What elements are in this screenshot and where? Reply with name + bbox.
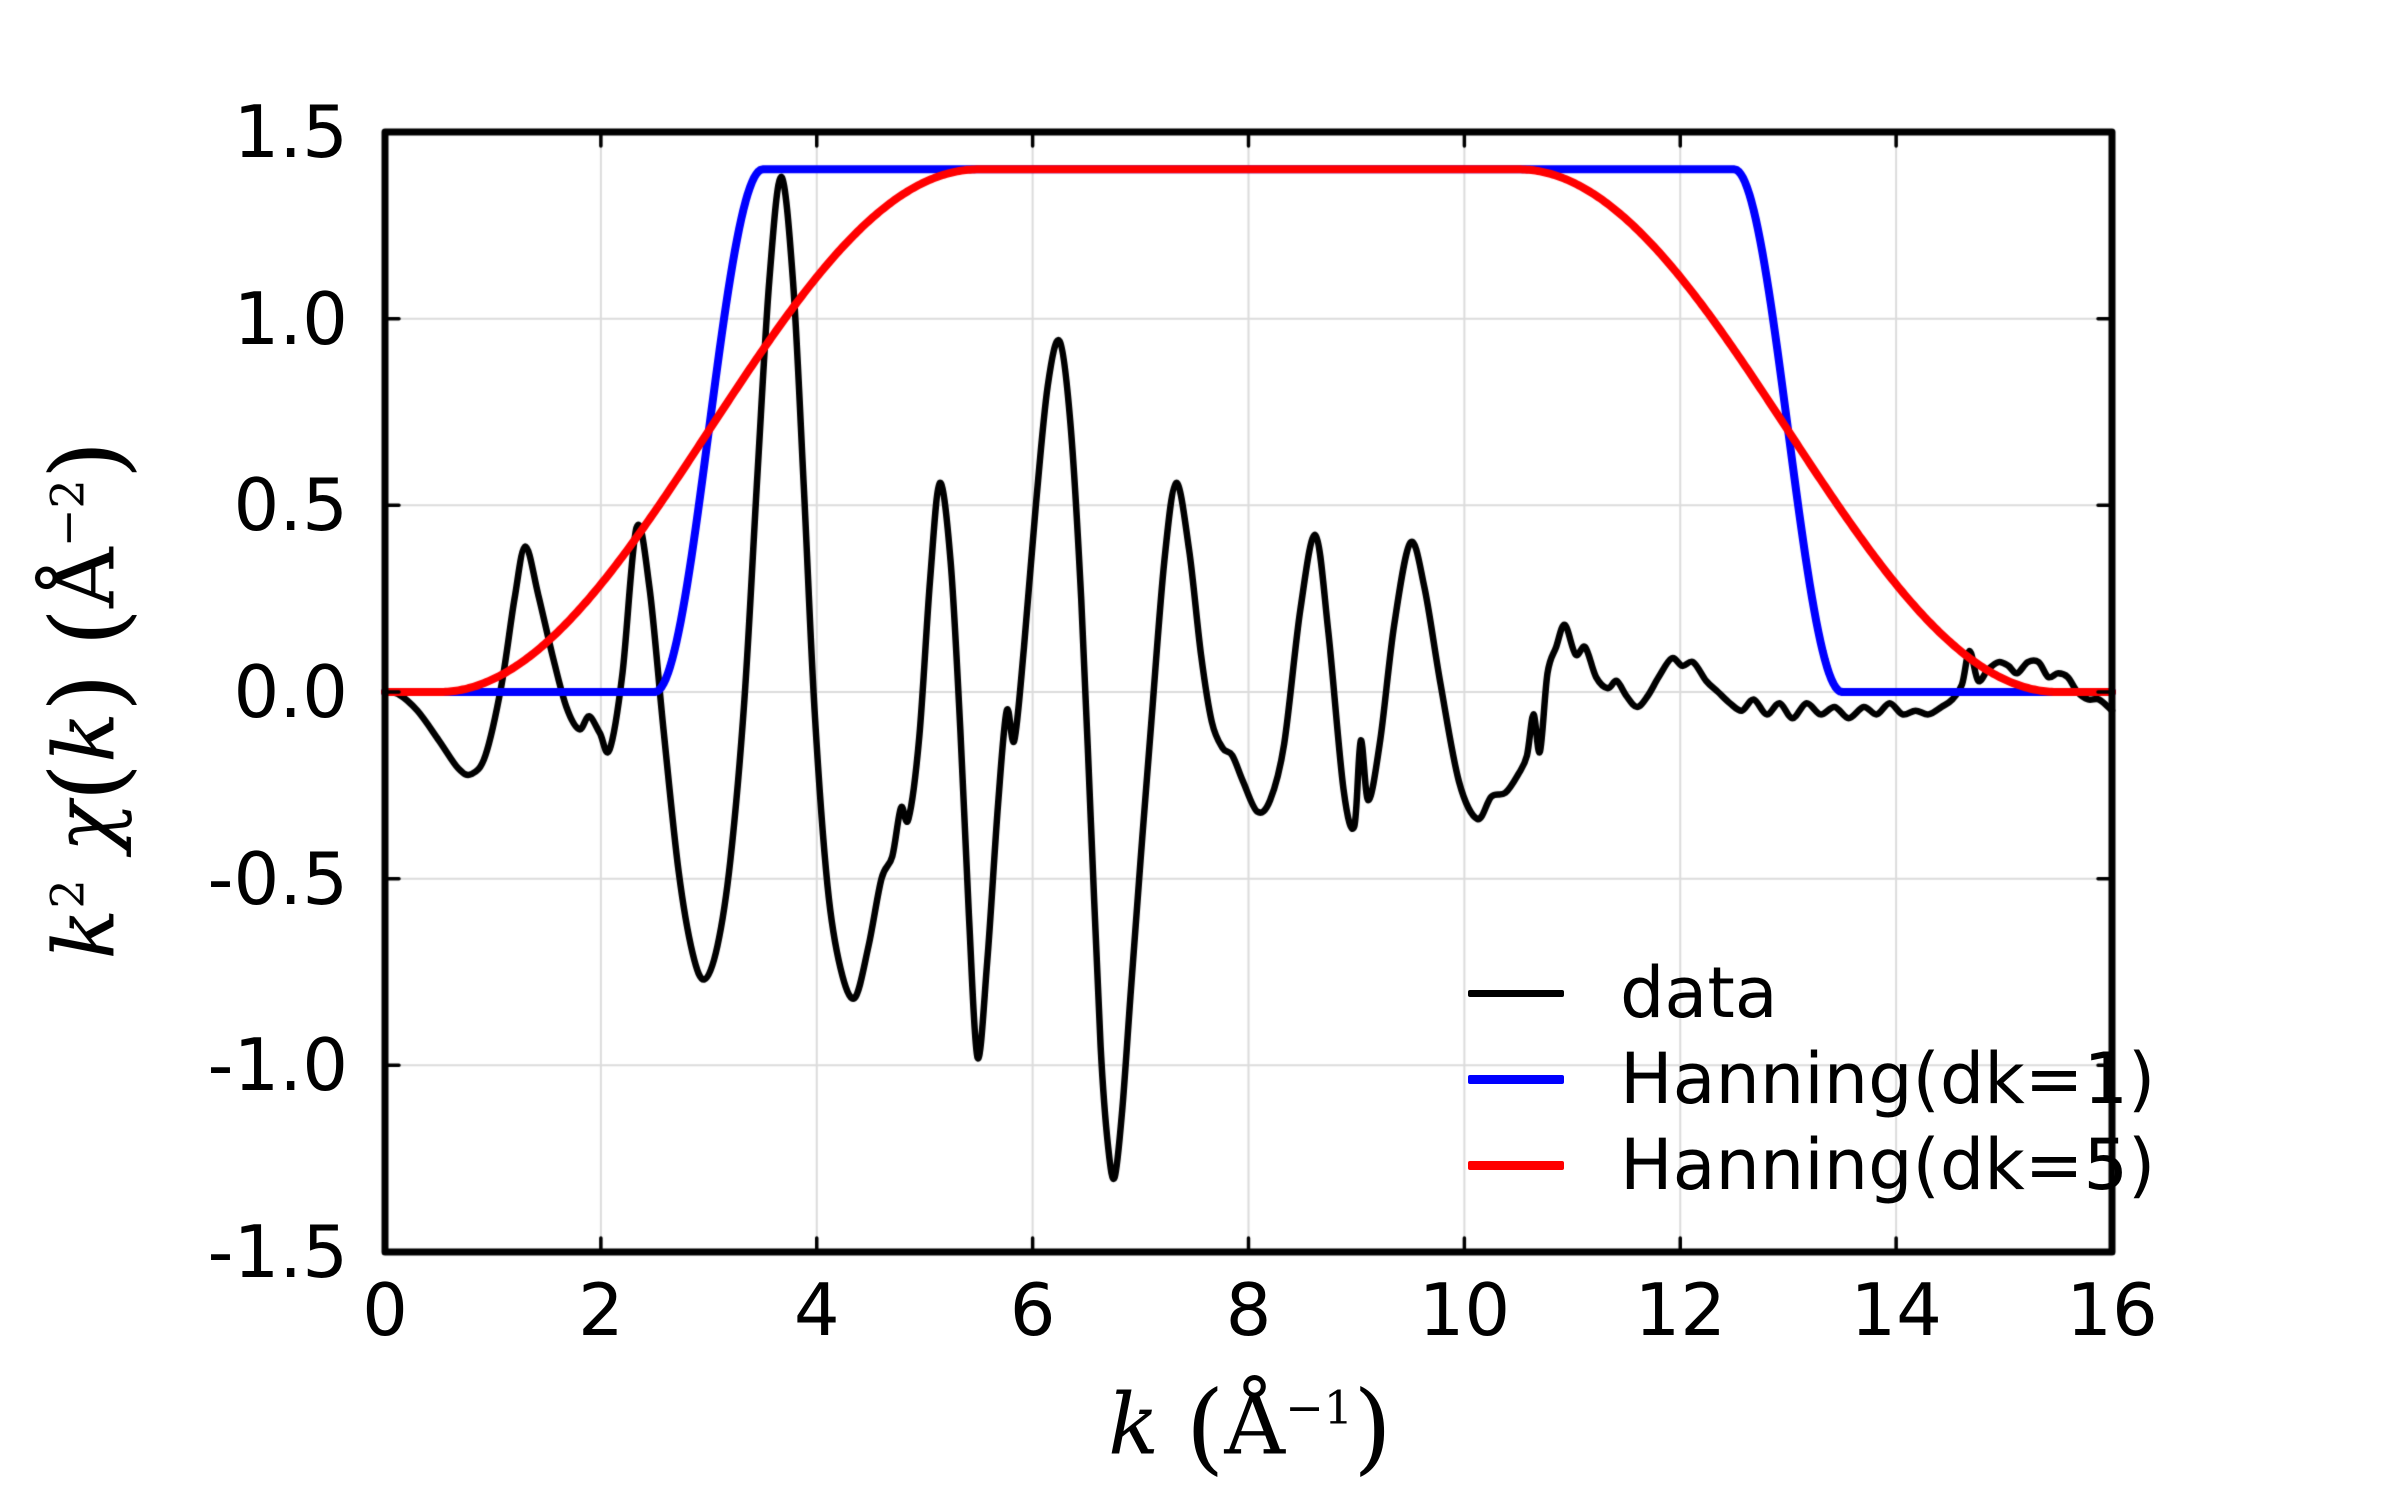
legend-line-sample-1 [1468, 1074, 1564, 1084]
y-axis-label-part: 2 [40, 879, 95, 909]
y-axis-label-part: ( [30, 607, 146, 647]
x-tick-label: 8 [1225, 1268, 1272, 1352]
x-tick-label: 2 [577, 1268, 624, 1352]
x-axis-label-part: ( [1185, 1370, 1225, 1486]
legend-label-2: Hanning(dk=5) [1620, 1124, 2156, 1206]
x-tick-label: 12 [1634, 1268, 1727, 1352]
legend-line-sample-2 [1468, 1160, 1564, 1170]
y-tick-label: 1.0 [233, 276, 348, 361]
x-axis-label-part [1159, 1376, 1186, 1474]
y-axis-label: k2 χ(k) (Å−2) [30, 441, 145, 960]
y-axis-label-part: k [35, 908, 134, 960]
y-axis-label-part [36, 647, 134, 674]
y-axis-label-part [36, 852, 134, 879]
x-tick-label: 4 [793, 1268, 840, 1352]
x-tick-label: 0 [362, 1268, 408, 1352]
y-tick-label: -1.0 [207, 1023, 348, 1108]
x-axis-label: k (Å−1) [1108, 1378, 1392, 1477]
x-axis-label-part: −1 [1285, 1380, 1354, 1435]
y-tick-label: 1.5 [233, 90, 348, 174]
x-tick-label: 16 [2066, 1268, 2158, 1352]
legend-label-1: Hanning(dk=1) [1620, 1038, 2156, 1120]
x-tick-label: 10 [1418, 1268, 1511, 1352]
x-axis-label-part: ) [1353, 1370, 1392, 1486]
y-axis-label-part: ( [30, 762, 146, 802]
legend-label-0: data [1620, 952, 1778, 1034]
y-tick-label: -0.5 [207, 836, 348, 921]
legend-item-2: Hanning(dk=5) [1468, 1122, 2155, 1208]
y-tick-label: 0.0 [233, 650, 348, 734]
y-axis-label-part: k [35, 712, 134, 763]
y-axis-label-part: χ [35, 801, 134, 853]
legend-line-sample-0 [1468, 989, 1564, 997]
legend-item-1: Hanning(dk=1) [1468, 1036, 2155, 1122]
x-axis-label-part: Å [1224, 1375, 1286, 1474]
x-axis-label-part: k [1108, 1375, 1160, 1474]
y-axis-label-part: ) [30, 440, 146, 480]
y-axis-label-part: Å [35, 547, 134, 608]
legend-item-0: data [1468, 950, 2155, 1036]
y-axis-label-part: −2 [40, 479, 95, 548]
y-tick-label: 0.5 [233, 463, 348, 548]
x-tick-label: 14 [1850, 1268, 1942, 1352]
legend: data Hanning(dk=1) Hanning(dk=5) [1468, 950, 2155, 1208]
x-tick-label: 6 [1009, 1268, 1056, 1352]
y-tick-label: -1.5 [207, 1210, 348, 1294]
y-axis-label-part: ) [30, 673, 146, 712]
